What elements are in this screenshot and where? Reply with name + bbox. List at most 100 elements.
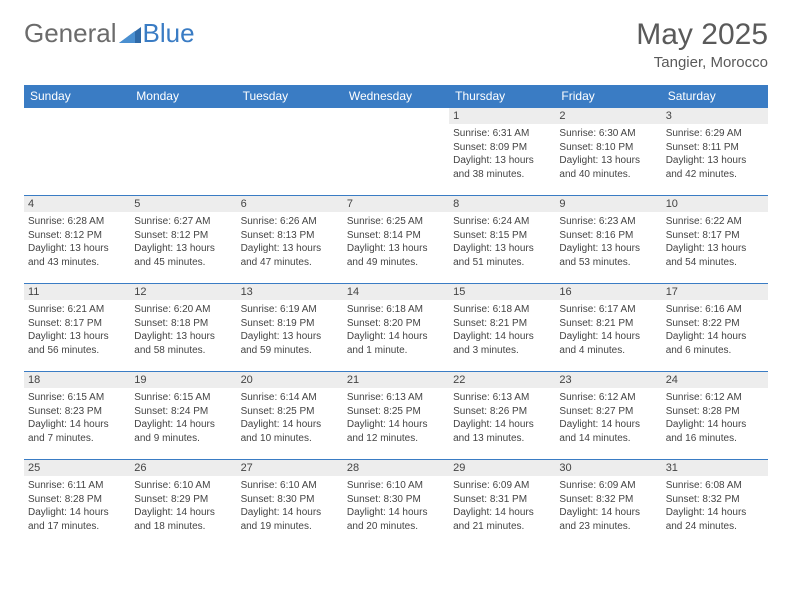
sunrise-text: Sunrise: 6:12 AM — [559, 391, 657, 405]
day-number: 16 — [555, 284, 661, 300]
day-number: 18 — [24, 372, 130, 388]
daylight-text: Daylight: 13 hours and 45 minutes. — [134, 242, 232, 269]
logo: General Blue — [24, 18, 195, 49]
day-cell: 31Sunrise: 6:08 AMSunset: 8:32 PMDayligh… — [662, 460, 768, 548]
day-cell — [24, 108, 130, 196]
day-body: Sunrise: 6:29 AMSunset: 8:11 PMDaylight:… — [662, 124, 768, 184]
day-body: Sunrise: 6:15 AMSunset: 8:23 PMDaylight:… — [24, 388, 130, 448]
weekday-header: Friday — [555, 85, 661, 108]
day-body: Sunrise: 6:26 AMSunset: 8:13 PMDaylight:… — [237, 212, 343, 272]
day-cell — [130, 108, 236, 196]
daylight-text: Daylight: 13 hours and 42 minutes. — [666, 154, 764, 181]
day-body: Sunrise: 6:13 AMSunset: 8:26 PMDaylight:… — [449, 388, 555, 448]
sunrise-text: Sunrise: 6:26 AM — [241, 215, 339, 229]
sunset-text: Sunset: 8:12 PM — [134, 229, 232, 243]
sunset-text: Sunset: 8:22 PM — [666, 317, 764, 331]
sunset-text: Sunset: 8:10 PM — [559, 141, 657, 155]
sunrise-text: Sunrise: 6:23 AM — [559, 215, 657, 229]
sunset-text: Sunset: 8:29 PM — [134, 493, 232, 507]
day-body: Sunrise: 6:12 AMSunset: 8:27 PMDaylight:… — [555, 388, 661, 448]
day-body: Sunrise: 6:15 AMSunset: 8:24 PMDaylight:… — [130, 388, 236, 448]
day-body: Sunrise: 6:27 AMSunset: 8:12 PMDaylight:… — [130, 212, 236, 272]
sunset-text: Sunset: 8:18 PM — [134, 317, 232, 331]
sunrise-text: Sunrise: 6:21 AM — [28, 303, 126, 317]
sunrise-text: Sunrise: 6:27 AM — [134, 215, 232, 229]
daylight-text: Daylight: 13 hours and 40 minutes. — [559, 154, 657, 181]
sunrise-text: Sunrise: 6:09 AM — [453, 479, 551, 493]
day-cell: 20Sunrise: 6:14 AMSunset: 8:25 PMDayligh… — [237, 372, 343, 460]
daylight-text: Daylight: 14 hours and 13 minutes. — [453, 418, 551, 445]
day-number: 7 — [343, 196, 449, 212]
daylight-text: Daylight: 14 hours and 18 minutes. — [134, 506, 232, 533]
sunrise-text: Sunrise: 6:28 AM — [28, 215, 126, 229]
daylight-text: Daylight: 14 hours and 3 minutes. — [453, 330, 551, 357]
sunset-text: Sunset: 8:26 PM — [453, 405, 551, 419]
daylight-text: Daylight: 14 hours and 1 minute. — [347, 330, 445, 357]
sunrise-text: Sunrise: 6:11 AM — [28, 479, 126, 493]
sunrise-text: Sunrise: 6:10 AM — [347, 479, 445, 493]
day-number: 15 — [449, 284, 555, 300]
sunrise-text: Sunrise: 6:29 AM — [666, 127, 764, 141]
sunset-text: Sunset: 8:14 PM — [347, 229, 445, 243]
day-number: 14 — [343, 284, 449, 300]
sunset-text: Sunset: 8:15 PM — [453, 229, 551, 243]
sunrise-text: Sunrise: 6:19 AM — [241, 303, 339, 317]
day-number — [237, 108, 343, 112]
day-number: 28 — [343, 460, 449, 476]
daylight-text: Daylight: 14 hours and 6 minutes. — [666, 330, 764, 357]
day-body: Sunrise: 6:20 AMSunset: 8:18 PMDaylight:… — [130, 300, 236, 360]
day-number: 2 — [555, 108, 661, 124]
day-body: Sunrise: 6:10 AMSunset: 8:29 PMDaylight:… — [130, 476, 236, 536]
sunrise-text: Sunrise: 6:31 AM — [453, 127, 551, 141]
day-number: 13 — [237, 284, 343, 300]
sunrise-text: Sunrise: 6:08 AM — [666, 479, 764, 493]
daylight-text: Daylight: 13 hours and 51 minutes. — [453, 242, 551, 269]
day-cell: 23Sunrise: 6:12 AMSunset: 8:27 PMDayligh… — [555, 372, 661, 460]
weekday-header: Tuesday — [237, 85, 343, 108]
calendar-table: Sunday Monday Tuesday Wednesday Thursday… — [24, 85, 768, 548]
day-number: 19 — [130, 372, 236, 388]
day-number: 21 — [343, 372, 449, 388]
weekday-header: Saturday — [662, 85, 768, 108]
day-body: Sunrise: 6:08 AMSunset: 8:32 PMDaylight:… — [662, 476, 768, 536]
day-cell: 4Sunrise: 6:28 AMSunset: 8:12 PMDaylight… — [24, 196, 130, 284]
sunset-text: Sunset: 8:28 PM — [666, 405, 764, 419]
day-body: Sunrise: 6:19 AMSunset: 8:19 PMDaylight:… — [237, 300, 343, 360]
day-number: 11 — [24, 284, 130, 300]
day-cell — [343, 108, 449, 196]
day-body: Sunrise: 6:22 AMSunset: 8:17 PMDaylight:… — [662, 212, 768, 272]
day-cell: 17Sunrise: 6:16 AMSunset: 8:22 PMDayligh… — [662, 284, 768, 372]
day-cell: 26Sunrise: 6:10 AMSunset: 8:29 PMDayligh… — [130, 460, 236, 548]
day-cell: 12Sunrise: 6:20 AMSunset: 8:18 PMDayligh… — [130, 284, 236, 372]
day-body: Sunrise: 6:13 AMSunset: 8:25 PMDaylight:… — [343, 388, 449, 448]
sunset-text: Sunset: 8:09 PM — [453, 141, 551, 155]
title-block: May 2025 Tangier, Morocco — [636, 18, 768, 71]
day-number: 24 — [662, 372, 768, 388]
day-cell: 3Sunrise: 6:29 AMSunset: 8:11 PMDaylight… — [662, 108, 768, 196]
sunset-text: Sunset: 8:21 PM — [559, 317, 657, 331]
daylight-text: Daylight: 14 hours and 23 minutes. — [559, 506, 657, 533]
sunset-text: Sunset: 8:17 PM — [28, 317, 126, 331]
sunrise-text: Sunrise: 6:22 AM — [666, 215, 764, 229]
logo-text-2: Blue — [143, 18, 195, 49]
sunrise-text: Sunrise: 6:18 AM — [453, 303, 551, 317]
day-number: 25 — [24, 460, 130, 476]
day-cell: 16Sunrise: 6:17 AMSunset: 8:21 PMDayligh… — [555, 284, 661, 372]
day-number — [130, 108, 236, 112]
sunrise-text: Sunrise: 6:20 AM — [134, 303, 232, 317]
day-body: Sunrise: 6:25 AMSunset: 8:14 PMDaylight:… — [343, 212, 449, 272]
day-body: Sunrise: 6:28 AMSunset: 8:12 PMDaylight:… — [24, 212, 130, 272]
sunset-text: Sunset: 8:17 PM — [666, 229, 764, 243]
day-number: 10 — [662, 196, 768, 212]
week-row: 4Sunrise: 6:28 AMSunset: 8:12 PMDaylight… — [24, 196, 768, 284]
sunrise-text: Sunrise: 6:10 AM — [241, 479, 339, 493]
week-row: 1Sunrise: 6:31 AMSunset: 8:09 PMDaylight… — [24, 108, 768, 196]
sunset-text: Sunset: 8:31 PM — [453, 493, 551, 507]
sunset-text: Sunset: 8:20 PM — [347, 317, 445, 331]
day-body: Sunrise: 6:18 AMSunset: 8:21 PMDaylight:… — [449, 300, 555, 360]
day-number: 12 — [130, 284, 236, 300]
day-cell: 15Sunrise: 6:18 AMSunset: 8:21 PMDayligh… — [449, 284, 555, 372]
daylight-text: Daylight: 13 hours and 54 minutes. — [666, 242, 764, 269]
sunset-text: Sunset: 8:12 PM — [28, 229, 126, 243]
day-cell: 25Sunrise: 6:11 AMSunset: 8:28 PMDayligh… — [24, 460, 130, 548]
